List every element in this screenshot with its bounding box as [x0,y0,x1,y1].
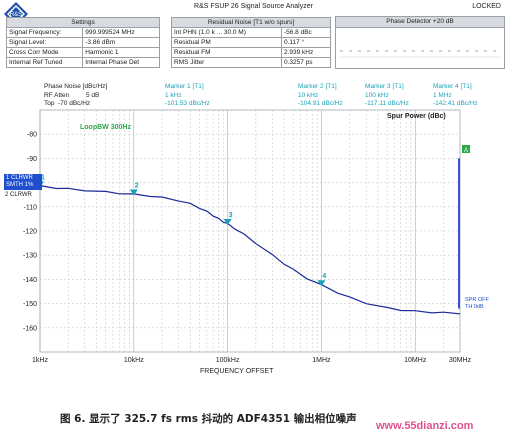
spur-power-label: Spur Power (dBc) [387,113,446,120]
spur-off-line1: SPR OFF [465,297,489,303]
y-tick-label: -110 [24,204,38,211]
setting-label: Internal Ref Tuned [5,57,84,68]
marker-number: 2 [135,182,139,189]
marker-triangle [129,189,138,196]
spur-off-line2: TH 0dB [465,304,484,310]
spur-off-label: SPR OFF TH 0dB [465,297,489,311]
chart-grid [39,109,461,353]
marker-1-level: -101.53 dBc/Hz [165,100,210,107]
marker-3-level: -117.11 dBc/Hz [365,100,409,107]
x-tick-label: 30MHz [449,357,472,364]
marker-2-freq: 10 kHz [298,92,319,99]
trace-1-smoothing: SMTH 1% [6,182,34,188]
x-tick-label: 10MHz [404,357,427,364]
figure-caption: 图 6. 显示了 325.7 fs rms 抖动的 ADF4351 输出相位噪声 [60,413,357,425]
phase-noise-trace [39,185,461,315]
y-tick-label: -150 [23,301,37,308]
phase-detector-panel: Phase Detector +20 dB [335,16,505,69]
loop-bw-label: LoopBW 300Hz [80,124,131,131]
window-title: R&S FSUP 26 Signal Source Analyzer [194,3,313,10]
lock-status: LOCKED [472,3,501,10]
phase-detector-trace [340,50,500,58]
trace-1-label: 1 CLRWR SMTH 1% [4,174,42,190]
residual-value: 0.3257 ps [280,57,332,68]
marker-number: 1 [41,174,45,181]
top-value: -70 dBc/Hz [58,100,91,107]
setting-value: Internal Phase Det [82,57,160,68]
marker-4-name: Marker 4 [T1] [433,83,472,90]
y-tick-label: -160 [23,325,37,332]
trace-flag-a [462,145,470,153]
phase-noise-unit: Phase Noise [dBc/Hz] [44,83,108,90]
x-tick-labels: 1kHz 10kHz 100kHz 1MHz 10MHz 30MHz [32,357,472,364]
residual-noise-table: Residual Noise [T1 w/o spurs] Int PHN (1… [171,17,332,68]
marker-triangle [317,280,326,287]
top-label: Top [44,100,55,107]
x-axis-label: FREQUENCY OFFSET [200,368,274,375]
y-tick-label: -120 [23,229,37,236]
marker-3-name: Marker 3 [T1] [365,83,404,90]
title-bar: R&S FSUP 26 Signal Source Analyzer LOCKE… [0,0,507,14]
marker-3-freq: 100 kHz [365,92,389,99]
marker-number: 3 [229,212,233,219]
marker-2-level: -104.91 dBc/Hz [298,100,343,107]
x-tick-label: 100kHz [216,357,240,364]
trace-2-label: 2 CLRWR [5,192,32,198]
y-tick-labels: -80-90-100-110-120-130-140-150-160 [23,132,37,333]
marker-1-name: Marker 1 [T1] [165,83,204,90]
y-tick-label: -130 [23,253,37,260]
y-tick-label: -80 [27,132,37,139]
trace-1-mode: 1 CLRWR [6,175,33,181]
phase-detector-header: Phase Detector +20 dB [336,17,504,28]
rf-atten-value: 5 dB [86,92,100,99]
trace-markers: 1 2 3 4 [36,174,326,287]
logo-text: R&S [10,12,22,18]
x-tick-label: 1MHz [312,357,331,364]
watermark: www.55dianzi.com [376,420,474,432]
y-tick-label: -90 [27,156,37,163]
marker-4-freq: 1 MHz [433,92,452,99]
marker-triangle [223,219,232,226]
x-tick-label: 10kHz [124,357,144,364]
trace-flag-a-text: A [464,148,468,154]
marker-number: 4 [322,273,326,280]
marker-1-freq: 1 kHz [165,92,182,99]
x-tick-label: 1kHz [32,357,48,364]
rf-atten-label: RF Atten [44,92,70,99]
settings-table: Settings Signal Frequency: 999.999524 MHz… [5,17,160,68]
y-tick-label: -140 [23,277,37,284]
marker-2-name: Marker 2 [T1] [298,83,337,90]
marker-4-level: -142.41 dBc/Hz [433,100,478,107]
